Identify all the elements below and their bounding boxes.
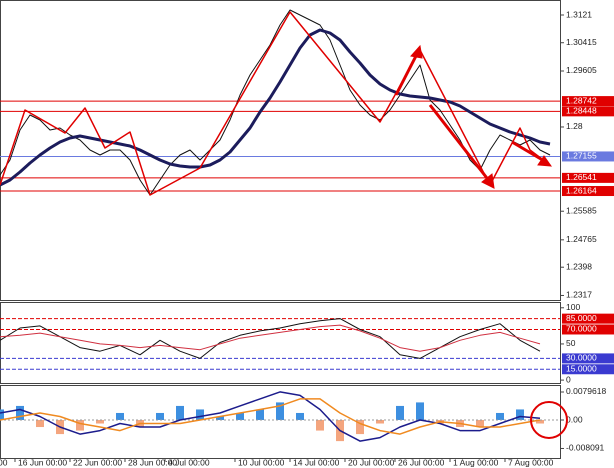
histogram-bar bbox=[256, 409, 264, 421]
series-line bbox=[0, 398, 541, 435]
series-line bbox=[0, 318, 541, 359]
y-tick-label: 1.25585 bbox=[566, 205, 597, 215]
x-tick-label: 28 Jun 00:00 bbox=[128, 457, 177, 467]
y-tick-label: 0.00 bbox=[566, 414, 583, 424]
x-tick-label: 16 Jun 00:00 bbox=[18, 457, 67, 467]
arrow-head bbox=[481, 173, 495, 189]
arrow bbox=[428, 104, 492, 183]
histogram-bar bbox=[156, 412, 164, 421]
y-tick-label: 50 bbox=[566, 338, 576, 348]
highlight-circle bbox=[530, 401, 568, 439]
panel-frame bbox=[0, 0, 561, 301]
level-label: 1.26164 bbox=[566, 185, 597, 195]
level-label: 15.0000 bbox=[566, 364, 597, 374]
x-tick-label: 1 Aug 00:00 bbox=[453, 457, 499, 467]
histogram-bar bbox=[496, 412, 504, 421]
arrow bbox=[511, 140, 547, 164]
level-label-box bbox=[562, 106, 614, 117]
histogram-bar bbox=[176, 405, 184, 421]
histogram-bar bbox=[396, 405, 404, 421]
series-line bbox=[0, 28, 551, 187]
series-line bbox=[0, 11, 551, 196]
level-label: 30.0000 bbox=[566, 353, 597, 363]
histogram-bar bbox=[196, 409, 204, 421]
y-tick-label: 1.29605 bbox=[566, 65, 597, 75]
y-tick-label: 1.3121 bbox=[566, 9, 592, 19]
annotations bbox=[394, 44, 568, 439]
histogram-bar bbox=[276, 402, 284, 421]
level-label-box bbox=[562, 313, 614, 324]
level-label: 1.26541 bbox=[566, 172, 597, 182]
level-label-box bbox=[562, 151, 614, 162]
histogram-bar bbox=[476, 420, 484, 428]
histogram-bar bbox=[16, 405, 24, 421]
histogram-bar bbox=[516, 409, 524, 421]
y-tick-label: 0 bbox=[566, 374, 571, 384]
panel-frame bbox=[0, 385, 561, 459]
x-tick-label: 14 Jul 00:00 bbox=[293, 457, 340, 467]
histogram-bar bbox=[96, 420, 104, 424]
y-tick-label: 100 bbox=[566, 302, 580, 312]
histogram-bar bbox=[0, 409, 4, 421]
series-line bbox=[0, 391, 541, 442]
level-label: 85.0000 bbox=[566, 313, 597, 323]
histogram-bar bbox=[536, 420, 544, 424]
y-tick-label: 1.28 bbox=[566, 121, 583, 131]
histogram-bar bbox=[316, 420, 324, 431]
level-label: 1.27155 bbox=[566, 151, 597, 161]
histogram-bar bbox=[416, 402, 424, 421]
y-tick-label: -0.008091 bbox=[566, 443, 605, 453]
histogram-bar bbox=[216, 416, 224, 421]
x-tick-label: 22 Jun 00:00 bbox=[73, 457, 122, 467]
histogram-bar bbox=[356, 420, 364, 435]
x-tick-label: 00 bbox=[0, 457, 8, 467]
x-tick-label: 10 Jul 00:00 bbox=[238, 457, 285, 467]
level-label-box bbox=[562, 172, 614, 183]
arrow-head bbox=[410, 44, 423, 59]
series-line bbox=[0, 324, 541, 352]
arrow-head bbox=[537, 155, 553, 167]
level-label-box bbox=[562, 364, 614, 375]
arrow bbox=[394, 51, 420, 96]
histogram-bar bbox=[76, 420, 84, 431]
x-tick-label: 20 Jul 00:00 bbox=[348, 457, 395, 467]
histogram-bar bbox=[116, 412, 124, 421]
y-tick-label: 1.24765 bbox=[566, 234, 597, 244]
y-tick-label: 1.2398 bbox=[566, 261, 592, 271]
histogram-bar bbox=[236, 412, 244, 421]
level-label-box bbox=[562, 96, 614, 107]
level-label-box bbox=[562, 324, 614, 335]
histogram-bar bbox=[36, 420, 44, 428]
x-tick-label: 7 Aug 00:00 bbox=[508, 457, 554, 467]
histogram-bar bbox=[376, 420, 384, 424]
y-tick-label: 1.2317 bbox=[566, 290, 592, 300]
level-label: 1.28448 bbox=[566, 106, 597, 116]
panel-frame bbox=[0, 302, 561, 384]
y-tick-label: 0.0079618 bbox=[566, 386, 606, 396]
histogram-bar bbox=[296, 412, 304, 421]
x-tick-label: 4 Jul 00:00 bbox=[168, 457, 210, 467]
level-label-box bbox=[562, 353, 614, 364]
x-tick-label: 26 Jul 00:00 bbox=[398, 457, 445, 467]
series-line bbox=[0, 9, 551, 196]
level-label: 1.28742 bbox=[566, 95, 597, 105]
y-tick-label: 1.30415 bbox=[566, 37, 597, 47]
level-label: 70.0000 bbox=[566, 324, 597, 334]
level-label-box bbox=[562, 186, 614, 197]
